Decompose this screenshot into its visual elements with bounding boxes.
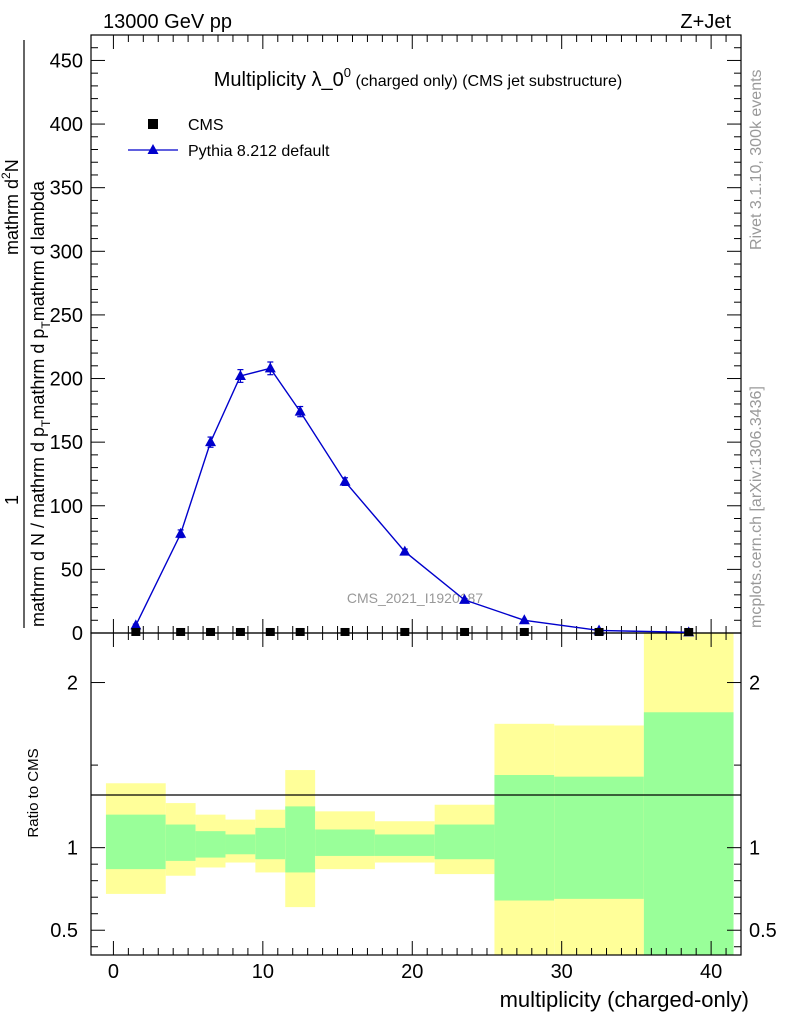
legend-label-pythia: Pythia 8.212 default	[188, 143, 330, 160]
x-tick-label: 10	[252, 961, 274, 983]
ratio-band-green-5	[285, 806, 316, 873]
main-ylabel: 1 mathrm d N / mathrm d pTmathrm d pTmat…	[0, 40, 53, 628]
cms-point	[295, 627, 305, 636]
y-tick-label-ratio-left: 2	[67, 673, 78, 695]
chart-title: Multiplicity λ_00 (charged only) (CMS je…	[214, 65, 622, 91]
cms-point	[265, 627, 275, 636]
y-tick-label-ratio-right: 2	[749, 673, 760, 695]
y-tick-label-ratio-left: 1	[67, 838, 78, 860]
y-tick-label-main: 150	[50, 432, 83, 454]
title-main: Multiplicity λ_0	[214, 69, 344, 91]
data-series	[130, 361, 695, 637]
y-tick-label-ratio-right: 1	[749, 838, 760, 860]
ratio-band-green-0	[105, 814, 166, 870]
side-rivet-label: Rivet 3.1.10, 300k events	[748, 69, 765, 250]
cms-point	[519, 627, 529, 636]
ratio-band-green-6	[315, 829, 375, 856]
y-tick-label-main: 450	[50, 50, 83, 72]
y-tick-label-ratio-right: 0.5	[749, 920, 777, 942]
cms-point	[460, 627, 470, 636]
cms-point	[176, 627, 186, 636]
y-tick-label-main: 300	[50, 241, 83, 263]
pythia-point	[175, 527, 187, 538]
y-tick-label-ratio-left: 0.5	[50, 920, 78, 942]
ratio-band-green-3	[225, 834, 256, 855]
title-sup: 0	[344, 65, 351, 80]
y-tick-label-main: 50	[61, 559, 83, 581]
legend-marker-cms	[148, 119, 158, 129]
side-mcplots-label: mcplots.cern.ch [arXiv:1306.3436]	[748, 386, 765, 628]
ylabel-denominator: mathrm d N / mathrm d pTmathrm d pTmathr…	[28, 180, 53, 627]
axis-ticks	[91, 34, 741, 955]
pythia-point	[339, 475, 351, 486]
ratio-band-green-9	[494, 775, 555, 901]
ylabel-denom-part3: mathrm d lambda	[28, 180, 48, 321]
title-tail: (charged only) (CMS jet substructure)	[351, 73, 622, 90]
ylabel-dn-sup: 2	[0, 172, 13, 179]
y-tick-label-main: 200	[50, 369, 83, 391]
y-tick-label-main: 400	[50, 114, 83, 136]
cms-point	[400, 627, 410, 636]
ratio-band-green-11	[643, 712, 734, 955]
ratio-bands	[105, 633, 734, 955]
ratio-ylabel: Ratio to CMS	[25, 748, 42, 837]
ylabel-denom-sub1: T	[39, 419, 53, 427]
x-tick-label: 0	[108, 961, 119, 983]
cms-point	[131, 627, 141, 636]
ratio-band-green-4	[255, 827, 286, 860]
ratio-frame	[90, 632, 742, 956]
cms-point	[206, 627, 216, 636]
cms-point	[340, 627, 350, 636]
pythia-point	[234, 369, 246, 380]
ylabel-numerator-dn: mathrm d2N	[0, 159, 22, 255]
y-tick-label-main: 0	[72, 623, 83, 645]
ylabel-denom-part1: mathrm d N / mathrm d p	[28, 427, 48, 627]
header-left: 13000 GeV pp	[103, 11, 232, 33]
ylabel-dn-part: mathrm d	[2, 179, 22, 255]
x-tick-label: 40	[700, 961, 722, 983]
y-tick-label-main: 350	[50, 178, 83, 200]
y-tick-label-main: 100	[50, 496, 83, 518]
ratio-band-green-8	[434, 824, 495, 860]
ratio-band-green-7	[374, 834, 435, 856]
ratio-band-green-2	[195, 831, 226, 858]
pythia-point	[294, 405, 306, 416]
header-right: Z+Jet	[680, 11, 731, 33]
x-tick-label: 30	[551, 961, 573, 983]
legend-marker-pythia	[147, 144, 159, 154]
pythia-line	[135, 367, 689, 634]
pythia-point	[518, 614, 530, 625]
cms-point	[684, 627, 694, 636]
pythia-point	[264, 362, 276, 373]
pythia-point	[130, 619, 142, 630]
ratio-band-green-1	[165, 824, 196, 861]
watermark: CMS_2021_I1920187	[347, 590, 483, 606]
pythia-point	[399, 545, 411, 556]
ylabel-dn-tail: N	[2, 159, 22, 172]
legend-label-cms: CMS	[188, 117, 224, 134]
ylabel-numerator: 1	[2, 495, 22, 505]
cms-point	[235, 627, 245, 636]
pythia-point	[459, 593, 471, 604]
ylabel-denom-part2: mathrm d p	[28, 329, 48, 420]
pythia-point	[205, 436, 217, 447]
x-tick-label: 20	[401, 961, 423, 983]
cms-point	[594, 627, 604, 636]
ratio-band-green-10	[554, 776, 644, 899]
x-axis-label: multiplicity (charged-only)	[500, 987, 749, 1012]
ylabel-denom-sub2: T	[39, 321, 53, 329]
y-tick-label-main: 250	[50, 305, 83, 327]
